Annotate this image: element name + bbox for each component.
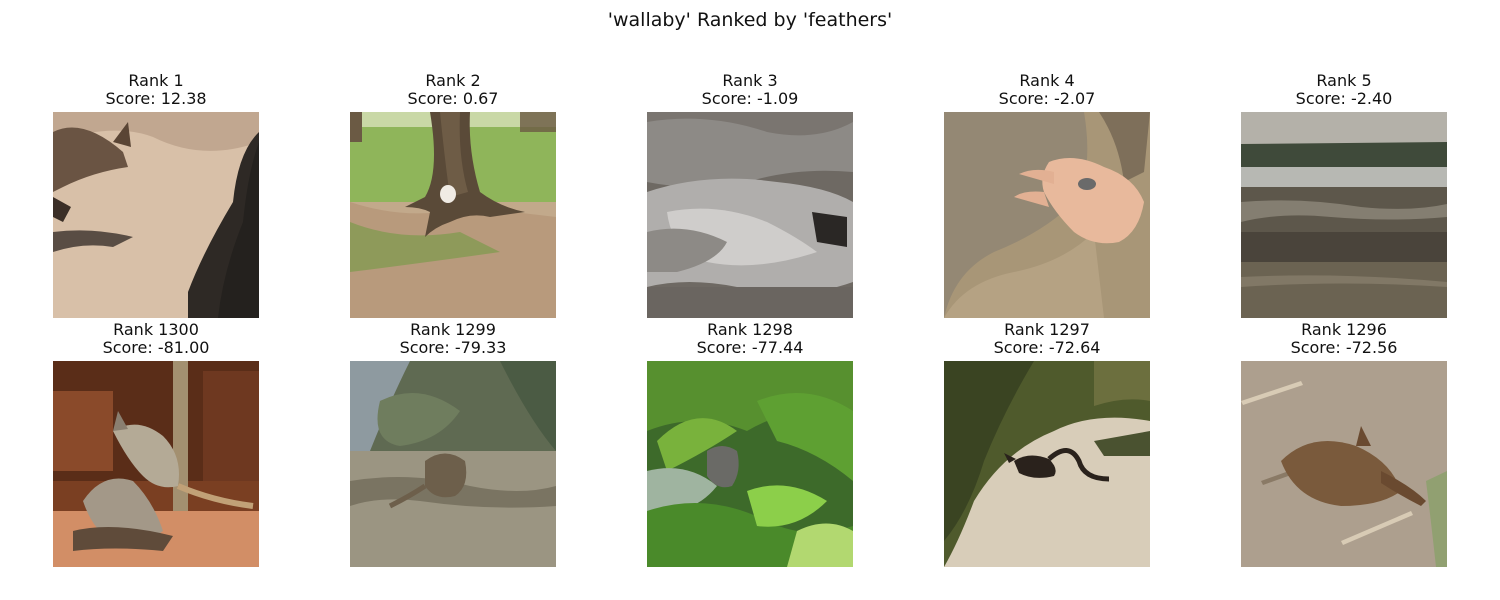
rank-label: Rank 1 <box>128 71 184 90</box>
panel-caption: Rank 4 Score: -2.07 <box>944 72 1150 108</box>
score-label: Score: -2.07 <box>998 89 1096 108</box>
photo-thumbnail <box>1241 112 1447 318</box>
score-label: Score: -72.64 <box>993 338 1101 357</box>
photo-thumbnail <box>53 112 259 318</box>
rank-label: Rank 1298 <box>707 320 793 339</box>
panel-caption: Rank 1296 Score: -72.56 <box>1241 321 1447 357</box>
panel-caption: Rank 1 Score: 12.38 <box>53 72 259 108</box>
panel-caption: Rank 5 Score: -2.40 <box>1241 72 1447 108</box>
rank-label: Rank 1297 <box>1004 320 1090 339</box>
rank-label: Rank 1296 <box>1301 320 1387 339</box>
score-label: Score: -2.40 <box>1295 89 1393 108</box>
photo-thumbnail <box>350 361 556 567</box>
score-label: Score: -1.09 <box>701 89 799 108</box>
score-label: Score: -79.33 <box>399 338 507 357</box>
rank-label: Rank 2 <box>425 71 481 90</box>
photo-thumbnail <box>647 361 853 567</box>
panel-caption: Rank 1300 Score: -81.00 <box>53 321 259 357</box>
panel-caption: Rank 1298 Score: -77.44 <box>647 321 853 357</box>
photo-thumbnail <box>53 361 259 567</box>
score-label: Score: 0.67 <box>407 89 499 108</box>
score-label: Score: -72.56 <box>1290 338 1398 357</box>
rank-label: Rank 1299 <box>410 320 496 339</box>
panel-caption: Rank 3 Score: -1.09 <box>647 72 853 108</box>
photo-thumbnail <box>944 361 1150 567</box>
photo-thumbnail <box>647 112 853 318</box>
panel-caption: Rank 2 Score: 0.67 <box>350 72 556 108</box>
photo-thumbnail <box>1241 361 1447 567</box>
photo-thumbnail <box>350 112 556 318</box>
panel-caption: Rank 1299 Score: -79.33 <box>350 321 556 357</box>
rank-label: Rank 3 <box>722 71 778 90</box>
score-label: Score: -81.00 <box>102 338 210 357</box>
figure-title: 'wallaby' Ranked by 'feathers' <box>607 9 893 31</box>
rank-label: Rank 5 <box>1316 71 1372 90</box>
rank-label: Rank 4 <box>1019 71 1075 90</box>
panel-caption: Rank 1297 Score: -72.64 <box>944 321 1150 357</box>
photo-thumbnail <box>944 112 1150 318</box>
rank-label: Rank 1300 <box>113 320 199 339</box>
score-label: Score: 12.38 <box>105 89 207 108</box>
score-label: Score: -77.44 <box>696 338 804 357</box>
